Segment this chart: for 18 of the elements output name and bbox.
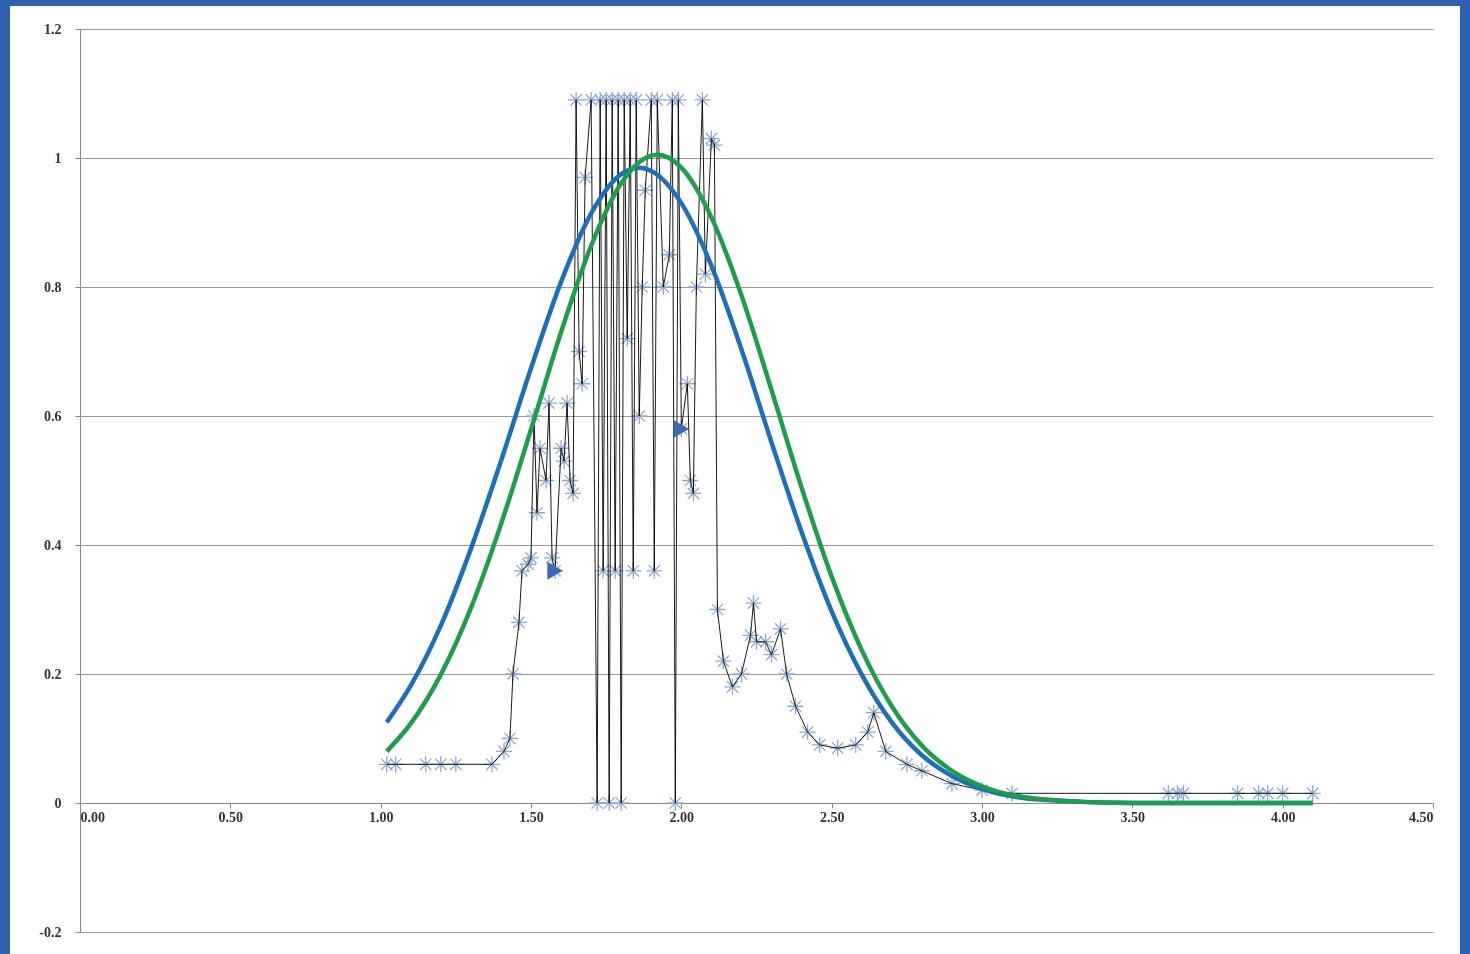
y-tick-label: 0.4 bbox=[44, 537, 62, 553]
x-tick-label: 0.50 bbox=[218, 809, 244, 825]
x-tick-label: 1.50 bbox=[519, 809, 544, 825]
x-tick-label: 2.50 bbox=[819, 809, 845, 825]
x-tick-label: 1.00 bbox=[368, 809, 394, 825]
x-tick-label: 4.00 bbox=[1270, 809, 1296, 825]
y-tick-label: 0.8 bbox=[44, 279, 62, 295]
y-tick-label: 0.2 bbox=[44, 666, 62, 682]
y-tick-label: 1 bbox=[54, 150, 62, 166]
x-tick-label: 4.50 bbox=[1409, 809, 1434, 825]
x-tick-label: 2.00 bbox=[669, 809, 695, 825]
y-tick-label: 1.2 bbox=[44, 21, 62, 37]
x-tick-label: 3.50 bbox=[1120, 809, 1146, 825]
x-tick-label: 3.00 bbox=[970, 809, 995, 825]
x-tick-label: 0.00 bbox=[80, 809, 105, 825]
y-tick-label: -0.2 bbox=[39, 924, 62, 940]
y-tick-label: 0.6 bbox=[44, 408, 62, 424]
y-tick-label: 0 bbox=[54, 795, 62, 811]
